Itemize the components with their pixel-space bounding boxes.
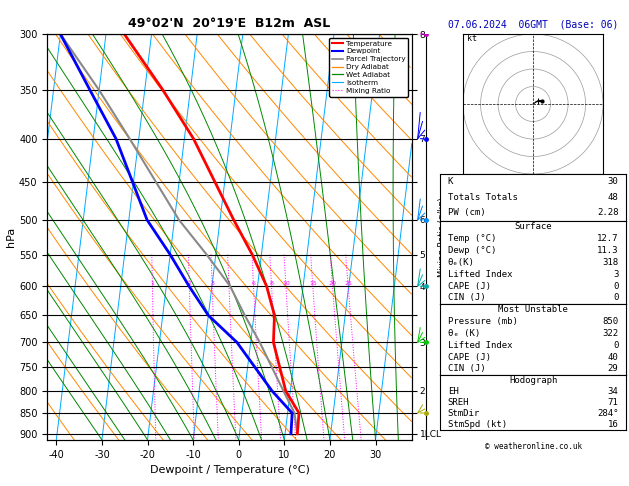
Text: 10: 10 (282, 281, 290, 286)
Text: 3: 3 (210, 281, 214, 286)
Text: 3: 3 (613, 270, 618, 278)
Text: 25: 25 (344, 281, 352, 286)
Text: 1: 1 (150, 281, 154, 286)
Text: K: K (448, 177, 453, 186)
Text: Totals Totals: Totals Totals (448, 193, 518, 202)
Text: Mixing Ratio (g/kg): Mixing Ratio (g/kg) (438, 197, 447, 277)
Text: 15: 15 (309, 281, 316, 286)
Text: 318: 318 (603, 258, 618, 267)
Text: 8: 8 (270, 281, 274, 286)
Text: Temp (°C): Temp (°C) (448, 234, 496, 243)
Text: Hodograph: Hodograph (509, 376, 557, 385)
Text: CIN (J): CIN (J) (448, 364, 486, 373)
Text: θₑ (K): θₑ (K) (448, 329, 480, 338)
Text: kt: kt (467, 34, 477, 43)
Text: © weatheronline.co.uk: © weatheronline.co.uk (484, 442, 582, 451)
Legend: Temperature, Dewpoint, Parcel Trajectory, Dry Adiabat, Wet Adiabat, Isotherm, Mi: Temperature, Dewpoint, Parcel Trajectory… (329, 37, 408, 97)
Text: 0: 0 (613, 294, 618, 302)
Text: 0: 0 (613, 341, 618, 350)
Text: 30: 30 (608, 177, 618, 186)
Text: CIN (J): CIN (J) (448, 294, 486, 302)
Text: 2: 2 (187, 281, 191, 286)
Text: Surface: Surface (515, 222, 552, 231)
Y-axis label: km
ASL: km ASL (457, 237, 476, 259)
Text: 12.7: 12.7 (597, 234, 618, 243)
Text: 850: 850 (603, 317, 618, 326)
Text: 0: 0 (613, 281, 618, 291)
Text: 71: 71 (608, 398, 618, 407)
Text: EH: EH (448, 387, 459, 396)
Text: Pressure (mb): Pressure (mb) (448, 317, 518, 326)
Text: 4: 4 (227, 281, 231, 286)
Text: StmSpd (kt): StmSpd (kt) (448, 420, 507, 429)
Text: 6: 6 (252, 281, 255, 286)
Text: 07.06.2024  06GMT  (Base: 06): 07.06.2024 06GMT (Base: 06) (448, 19, 618, 29)
Text: 40: 40 (608, 353, 618, 362)
Text: 16: 16 (608, 420, 618, 429)
Text: 29: 29 (608, 364, 618, 373)
Text: CAPE (J): CAPE (J) (448, 281, 491, 291)
X-axis label: Dewpoint / Temperature (°C): Dewpoint / Temperature (°C) (150, 465, 309, 475)
Text: 49°02'N  20°19'E  B12m  ASL: 49°02'N 20°19'E B12m ASL (128, 17, 331, 30)
Text: θₑ(K): θₑ(K) (448, 258, 475, 267)
Text: 11.3: 11.3 (597, 246, 618, 255)
Text: Most Unstable: Most Unstable (498, 305, 568, 314)
Text: 48: 48 (608, 193, 618, 202)
Text: 322: 322 (603, 329, 618, 338)
Text: Lifted Index: Lifted Index (448, 341, 512, 350)
Text: Dewp (°C): Dewp (°C) (448, 246, 496, 255)
Text: Lifted Index: Lifted Index (448, 270, 512, 278)
Text: 284°: 284° (597, 409, 618, 418)
Text: PW (cm): PW (cm) (448, 208, 486, 217)
Text: SREH: SREH (448, 398, 469, 407)
Text: StmDir: StmDir (448, 409, 480, 418)
Text: 34: 34 (608, 387, 618, 396)
Text: CAPE (J): CAPE (J) (448, 353, 491, 362)
Y-axis label: hPa: hPa (6, 227, 16, 247)
Text: 20: 20 (328, 281, 337, 286)
Text: 2.28: 2.28 (597, 208, 618, 217)
